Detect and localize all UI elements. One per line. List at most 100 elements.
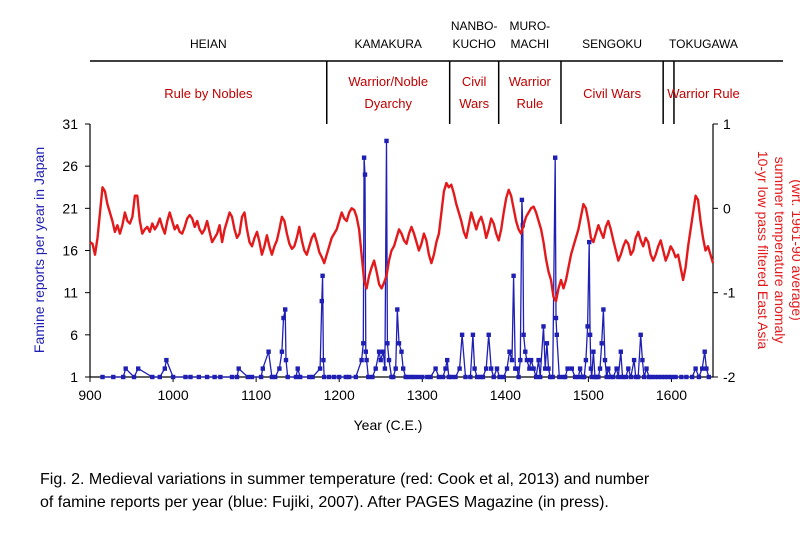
famine-point bbox=[516, 374, 521, 380]
period-name: NANBO- bbox=[451, 19, 498, 33]
famine-point bbox=[391, 374, 396, 380]
plot-frame bbox=[89, 124, 714, 378]
famine-point bbox=[618, 349, 623, 354]
famine-point bbox=[411, 374, 417, 380]
x-tick-label: 1400 bbox=[490, 387, 521, 403]
famine-point bbox=[623, 374, 628, 380]
left-tick-label: 6 bbox=[70, 327, 78, 343]
famine-point bbox=[679, 374, 684, 380]
famine-point bbox=[519, 197, 525, 203]
famine-point bbox=[443, 366, 448, 371]
famine-point bbox=[501, 374, 506, 380]
famine-point bbox=[669, 374, 674, 380]
right-axis-ticks: -2 -1 0 1 bbox=[713, 116, 736, 385]
famine-point bbox=[472, 366, 477, 371]
famine-point bbox=[279, 349, 285, 354]
famine-point bbox=[700, 366, 705, 371]
famine-point bbox=[591, 349, 596, 354]
period-description: Warrior/Noble bbox=[348, 74, 428, 89]
famine-point bbox=[409, 374, 414, 380]
famine-point bbox=[585, 324, 590, 329]
famine-point bbox=[543, 366, 548, 371]
period-description: Rule by Nobles bbox=[164, 86, 253, 101]
famine-point bbox=[396, 341, 402, 346]
famine-point bbox=[577, 366, 583, 371]
famine-point bbox=[474, 374, 480, 380]
famine-point bbox=[100, 374, 105, 380]
famine-point bbox=[524, 357, 530, 363]
famine-point bbox=[436, 374, 442, 380]
famine-point bbox=[649, 374, 654, 380]
famine-point bbox=[359, 357, 364, 363]
famine-point bbox=[504, 366, 510, 371]
famine-point bbox=[234, 374, 240, 380]
famine-point bbox=[589, 374, 594, 380]
famine-point bbox=[652, 374, 658, 380]
right-axis-title: 10-yr low pass filtered East Asia summer … bbox=[755, 151, 800, 350]
right-tick-label: -2 bbox=[723, 369, 736, 385]
famine-point bbox=[596, 374, 601, 380]
famine-point bbox=[587, 332, 593, 337]
famine-point bbox=[320, 273, 325, 278]
right-axis-title-line: (wrt. 1961-90 average) bbox=[789, 179, 800, 321]
famine-point bbox=[337, 374, 342, 380]
famine-point bbox=[554, 332, 559, 337]
famine-point bbox=[638, 332, 643, 337]
right-tick-label: 0 bbox=[723, 200, 731, 216]
famine-point bbox=[445, 357, 450, 363]
x-tick-label: 1200 bbox=[324, 387, 355, 403]
famine-point bbox=[362, 172, 368, 177]
famine-point bbox=[662, 374, 667, 380]
famine-point bbox=[601, 307, 606, 312]
famine-point bbox=[565, 366, 570, 371]
famine-point bbox=[463, 374, 468, 380]
famine-point bbox=[628, 374, 633, 380]
period-description: Rule bbox=[516, 96, 543, 111]
period-name: KAMAKURA bbox=[355, 37, 422, 51]
famine-point bbox=[673, 374, 678, 380]
famine-point bbox=[258, 374, 264, 380]
famine-point bbox=[343, 374, 348, 380]
famine-point bbox=[385, 341, 390, 346]
famine-point bbox=[366, 374, 371, 380]
famine-point bbox=[285, 374, 290, 380]
famine-point bbox=[582, 374, 587, 380]
famine-point bbox=[370, 374, 375, 380]
famine-point bbox=[131, 374, 137, 380]
famine-point bbox=[583, 357, 589, 363]
famine-point bbox=[486, 332, 491, 337]
famine-point bbox=[327, 374, 332, 380]
famine-point bbox=[480, 374, 486, 380]
famine-point bbox=[546, 366, 551, 371]
famine-point bbox=[706, 374, 711, 380]
famine-point bbox=[684, 374, 689, 380]
famine-point bbox=[249, 374, 255, 380]
famine-point bbox=[604, 374, 609, 380]
famine-point bbox=[373, 366, 378, 371]
famine-point bbox=[538, 374, 543, 380]
famine-point bbox=[393, 366, 398, 371]
period-name: MACHI bbox=[511, 37, 550, 51]
famine-point bbox=[631, 357, 637, 363]
famine-point bbox=[521, 332, 526, 337]
x-tick-label: 1000 bbox=[157, 387, 188, 403]
left-tick-label: 31 bbox=[62, 116, 78, 132]
famine-point bbox=[509, 357, 515, 363]
famine-point bbox=[602, 357, 608, 363]
famine-point bbox=[641, 374, 647, 380]
famine-point bbox=[616, 374, 621, 380]
famine-point bbox=[283, 357, 289, 363]
famine-point bbox=[245, 374, 250, 380]
famine-point bbox=[266, 349, 271, 354]
famine-point bbox=[188, 374, 193, 380]
left-tick-label: 1 bbox=[70, 369, 78, 385]
famine-point bbox=[696, 374, 702, 380]
famine-point bbox=[196, 374, 201, 380]
period-description: Civil bbox=[462, 74, 487, 89]
famine-point bbox=[283, 307, 288, 312]
famine-point bbox=[170, 374, 176, 380]
famine-point bbox=[533, 374, 539, 380]
famine-point bbox=[646, 374, 652, 380]
famine-point bbox=[494, 366, 500, 371]
